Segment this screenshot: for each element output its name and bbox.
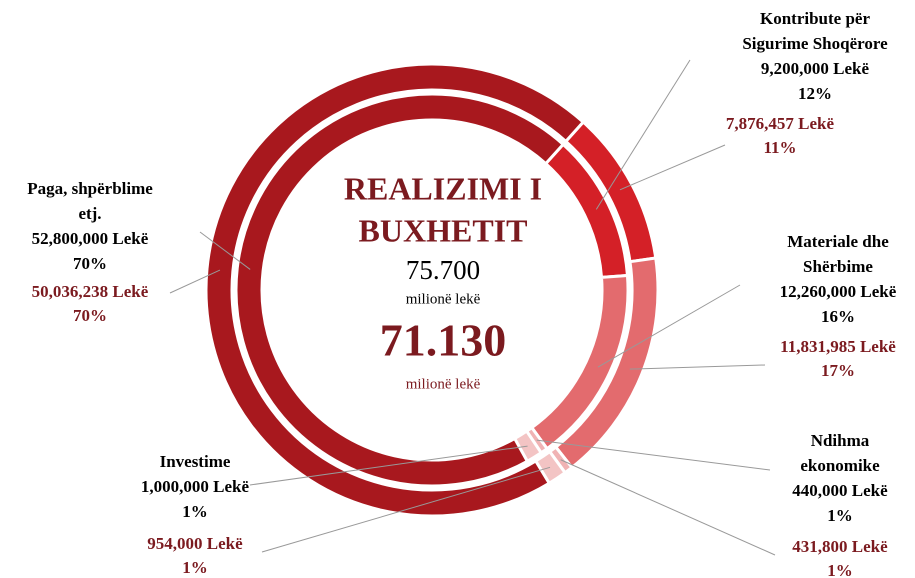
value-label: 7,876,457 Lekë xyxy=(726,114,835,133)
value-label: 52,800,000 Lekë xyxy=(32,229,149,248)
percent-label: 17% xyxy=(821,361,855,380)
value-label: 440,000 Lekë xyxy=(792,481,888,500)
leader-line xyxy=(536,439,771,471)
leader-line xyxy=(597,284,741,368)
category-label: etj. xyxy=(78,204,101,223)
plan-total: 75.700 xyxy=(406,255,480,285)
ring-segment xyxy=(234,92,566,488)
value-label: 1,000,000 Lekë xyxy=(141,477,250,496)
value-label: 50,036,238 Lekë xyxy=(32,282,149,301)
center-title: REALIZIMI I xyxy=(344,170,542,206)
category-label: Sigurime Shoqërore xyxy=(742,34,888,53)
category-label: Investime xyxy=(160,452,231,471)
percent-label: 70% xyxy=(73,306,107,325)
leader-line xyxy=(169,269,221,294)
value-label: 954,000 Lekë xyxy=(147,534,243,553)
category-label: ekonomike xyxy=(800,456,880,475)
category-label: Ndihma xyxy=(811,431,870,450)
leader-line xyxy=(199,231,251,270)
actual-total: 71.130 xyxy=(380,315,507,366)
percent-label: 70% xyxy=(73,254,107,273)
center-title: BUXHETIT xyxy=(359,212,528,248)
category-label: Paga, shpërblime xyxy=(27,179,153,198)
leader-line xyxy=(560,459,776,556)
percent-label: 1% xyxy=(182,502,208,521)
leader-line xyxy=(595,59,691,210)
plan-unit: milionë lekë xyxy=(406,291,481,307)
leader-line xyxy=(249,445,528,486)
value-label: 12,260,000 Lekë xyxy=(780,282,897,301)
percent-label: 1% xyxy=(182,558,208,577)
category-label: Materiale dhe xyxy=(787,232,889,251)
percent-label: 11% xyxy=(763,138,796,157)
ring-segment xyxy=(204,62,586,518)
percent-label: 1% xyxy=(827,506,853,525)
leader-line xyxy=(261,466,551,553)
category-label: Shërbime xyxy=(803,257,873,276)
leader-line xyxy=(629,364,766,370)
leader-line xyxy=(619,144,726,191)
value-label: 431,800 Lekë xyxy=(792,537,888,556)
category-label: Kontribute për xyxy=(760,9,870,28)
value-label: 11,831,985 Lekë xyxy=(780,337,896,356)
actual-unit: milionë lekë xyxy=(406,376,481,392)
value-label: 9,200,000 Lekë xyxy=(761,59,870,78)
percent-label: 1% xyxy=(827,561,853,578)
percent-label: 12% xyxy=(798,84,832,103)
percent-label: 16% xyxy=(821,307,855,326)
